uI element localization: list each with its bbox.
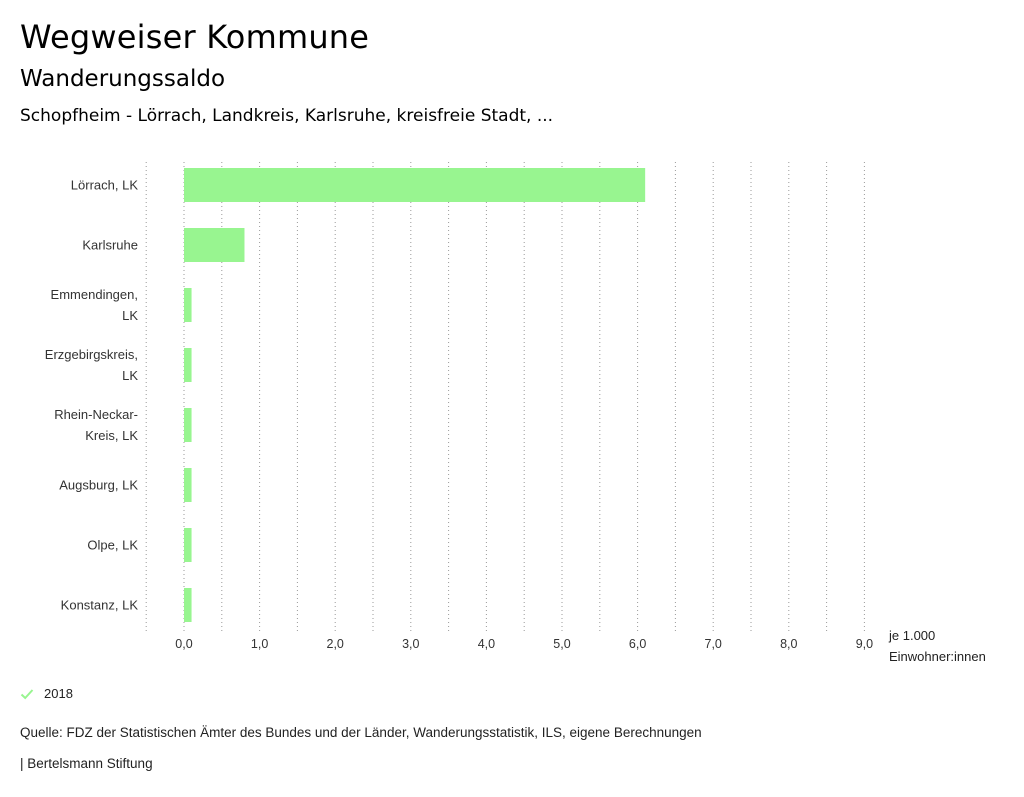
bar[interactable]: [184, 348, 192, 382]
bar[interactable]: [184, 528, 192, 562]
bars: [184, 168, 646, 622]
credit-note: | Bertelsmann Stiftung: [20, 756, 153, 771]
category-label: Rhein-Neckar-: [54, 407, 138, 422]
x-axis-unit-line1: je 1.000: [889, 628, 936, 643]
x-tick-label: 3,0: [402, 637, 419, 651]
category-label: Karlsruhe: [82, 238, 138, 253]
source-note: Quelle: FDZ der Statistischen Ämter des …: [20, 725, 702, 740]
category-label: Lörrach, LK: [71, 178, 139, 193]
x-tick-label: 8,0: [780, 637, 797, 651]
x-tick-label: 1,0: [251, 637, 268, 651]
region-selection: Schopfheim - Lörrach, Landkreis, Karlsru…: [20, 106, 554, 126]
bar[interactable]: [184, 408, 192, 442]
category-label: Erzgebirgskreis,: [45, 347, 138, 362]
category-label: Olpe, LK: [87, 538, 138, 553]
bar[interactable]: [184, 168, 646, 202]
bar-chart: Lörrach, LK Karlsruhe Emmendingen, LK Erzgeb…: [45, 162, 873, 651]
legend-label: 2018: [44, 686, 73, 701]
category-label: LK: [122, 368, 138, 383]
x-tick-label: 4,0: [478, 637, 495, 651]
check-icon: [20, 688, 34, 699]
x-tick-label: 2,0: [327, 637, 344, 651]
chart-subtitle: Wanderungssaldo: [20, 66, 226, 92]
x-tick-label: 9,0: [856, 637, 873, 651]
bar[interactable]: [184, 288, 192, 322]
category-labels: Lörrach, LK Karlsruhe Emmendingen, LK Erzgeb…: [45, 178, 139, 613]
category-label: LK: [122, 308, 138, 323]
x-tick-label: 5,0: [553, 637, 570, 651]
x-axis-unit-line2: Einwohner:innen: [889, 649, 986, 664]
bar[interactable]: [184, 228, 245, 262]
grid-lines: [145, 162, 865, 632]
category-label: Emmendingen,: [51, 287, 138, 302]
x-tick-label: 7,0: [705, 637, 722, 651]
x-tick-label: 0,0: [175, 637, 192, 651]
chart-title: Wegweiser Kommune: [20, 18, 370, 56]
bar[interactable]: [184, 588, 192, 622]
category-label: Kreis, LK: [85, 428, 138, 443]
x-tick-labels: 0,0 1,0 2,0 3,0 4,0 5,0 6,0 7,0 8,0 9,0: [175, 637, 873, 651]
category-label: Konstanz, LK: [61, 598, 139, 613]
category-label: Augsburg, LK: [59, 478, 138, 493]
legend-item-2018[interactable]: 2018: [20, 686, 73, 701]
x-tick-label: 6,0: [629, 637, 646, 651]
bar[interactable]: [184, 468, 192, 502]
x-axis-unit: je 1.000 Einwohner:innen: [889, 625, 986, 667]
